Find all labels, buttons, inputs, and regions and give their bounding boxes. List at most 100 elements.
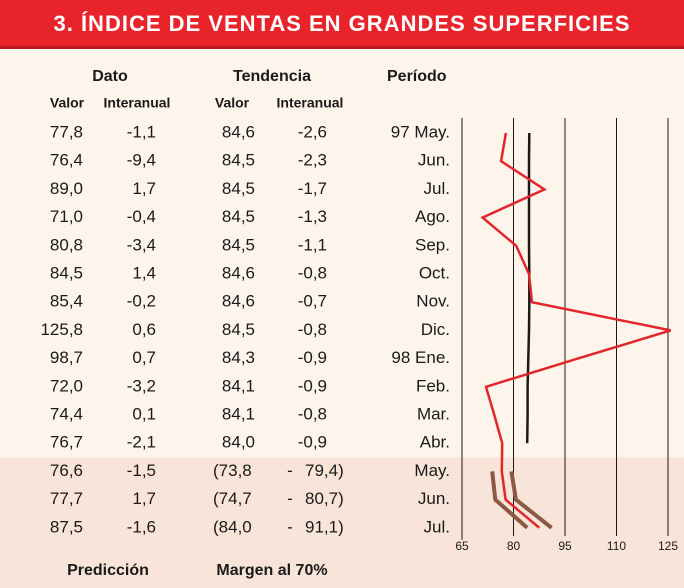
dato-interanual: -1,6 <box>127 517 156 536</box>
dato-interanual: 1,7 <box>132 489 156 508</box>
prediction-band-layer <box>0 457 684 588</box>
period-label: Ago. <box>415 207 450 226</box>
dato-valor: 84,5 <box>50 263 83 282</box>
tendencia-interanual: -2,6 <box>298 122 327 141</box>
dato-interanual: -0,4 <box>127 207 156 226</box>
dato-interanual: 0,1 <box>132 404 156 423</box>
subheader: Interanual <box>277 95 344 111</box>
footer-label: Margen al 70% <box>216 562 327 579</box>
tendencia-interanual: -1,3 <box>298 207 327 226</box>
dato-interanual: -9,4 <box>127 151 156 170</box>
dato-valor: 125,8 <box>40 320 83 339</box>
x-tick-label: 80 <box>507 539 521 553</box>
subheader: Valor <box>50 95 85 111</box>
period-label: Jun. <box>418 489 450 508</box>
x-tick-label: 110 <box>607 539 626 553</box>
subheader: Valor <box>215 95 250 111</box>
tendencia-interanual: -0,7 <box>298 292 327 311</box>
margin-lower: (74,7 <box>213 489 252 508</box>
tendencia-interanual: -0,8 <box>298 404 327 423</box>
tendencia-valor: 84,5 <box>222 235 255 254</box>
margin-separator: - <box>287 517 293 536</box>
period-label: Jul. <box>424 179 450 198</box>
margin-lower-line <box>490 471 529 530</box>
dato-valor: 72,0 <box>50 376 83 395</box>
tendencia-valor: 84,0 <box>222 433 255 452</box>
tendencia-interanual: -1,7 <box>298 179 327 198</box>
dato-valor: 87,5 <box>50 517 83 536</box>
tendencia-interanual: -0,8 <box>298 263 327 282</box>
title-bar-edge <box>0 46 684 49</box>
tendencia-valor: 84,1 <box>222 404 255 423</box>
x-tick-label: 65 <box>455 539 469 553</box>
dato-interanual: -3,4 <box>127 235 156 254</box>
dato-interanual: -1,5 <box>127 461 156 480</box>
title: 3. ÍNDICE DE VENTAS EN GRANDES SUPERFICI… <box>53 11 630 36</box>
tendencia-valor: 84,5 <box>222 179 255 198</box>
dato-valor: 77,7 <box>50 489 83 508</box>
margin-upper: 80,7) <box>305 489 344 508</box>
tendencia-valor: 84,5 <box>222 320 255 339</box>
dato-interanual: 1,4 <box>132 263 156 282</box>
tendencia-valor: 84,5 <box>222 207 255 226</box>
period-label: Abr. <box>420 433 450 452</box>
x-tick-label: 125 <box>658 539 678 553</box>
title-bar <box>0 0 684 48</box>
margin-lower: (73,8 <box>213 461 252 480</box>
tendencia-valor: 84,6 <box>222 292 255 311</box>
period-label: Mar. <box>417 404 450 423</box>
header: Período <box>387 68 447 85</box>
header: Tendencia <box>233 68 311 85</box>
x-tick-label: 95 <box>558 539 572 553</box>
period-label: Oct. <box>419 263 450 282</box>
dato-interanual: -2,1 <box>127 433 156 452</box>
period-label: Nov. <box>416 292 450 311</box>
dato-valor: 71,0 <box>50 207 83 226</box>
margin-separator: - <box>287 461 293 480</box>
tendencia-valor: 84,5 <box>222 151 255 170</box>
tendencia-interanual: -0,9 <box>298 348 327 367</box>
dato-interanual: 1,7 <box>132 179 156 198</box>
dato-interanual: 0,6 <box>132 320 156 339</box>
tendencia-interanual: -2,3 <box>298 151 327 170</box>
margin-lower: (84,0 <box>213 517 252 536</box>
dato-interanual: -1,1 <box>127 122 156 141</box>
dato-valor: 85,4 <box>50 292 83 311</box>
margin-separator: - <box>287 489 293 508</box>
dato-valor: 89,0 <box>50 179 83 198</box>
tendencia-valor: 84,6 <box>222 263 255 282</box>
period-label: Feb. <box>416 376 450 395</box>
footer-label: Predicción <box>67 562 149 579</box>
subheader: Interanual <box>104 95 171 111</box>
prediction-band <box>0 457 684 588</box>
dato-interanual: 0,7 <box>132 348 156 367</box>
dato-valor: 74,4 <box>50 404 83 423</box>
tendencia-interanual: -0,9 <box>298 433 327 452</box>
tendencia-valor: 84,6 <box>222 122 255 141</box>
tendencia-interanual: -1,1 <box>298 235 327 254</box>
header: Dato <box>92 68 128 85</box>
dato-valor: 76,6 <box>50 461 83 480</box>
tendencia-valor: 84,3 <box>222 348 255 367</box>
dato-interanual: -3,2 <box>127 376 156 395</box>
dato-valor: 76,7 <box>50 433 83 452</box>
dato-line <box>480 132 672 529</box>
margin-upper: 79,4) <box>305 461 344 480</box>
margin-upper-line <box>509 471 553 530</box>
period-label: Jul. <box>424 517 450 536</box>
period-label: Dic. <box>421 320 450 339</box>
dato-valor: 76,4 <box>50 151 83 170</box>
dato-valor: 98,7 <box>50 348 83 367</box>
period-label: 98 Ene. <box>391 348 450 367</box>
dato-valor: 80,8 <box>50 235 83 254</box>
dato-interanual: -0,2 <box>127 292 156 311</box>
period-label: Sep. <box>415 235 450 254</box>
period-label: Jun. <box>418 151 450 170</box>
margin-upper: 91,1) <box>305 517 344 536</box>
dato-valor: 77,8 <box>50 122 83 141</box>
tendencia-valor: 84,1 <box>222 376 255 395</box>
period-label: May. <box>414 461 450 480</box>
tendencia-interanual: -0,8 <box>298 320 327 339</box>
